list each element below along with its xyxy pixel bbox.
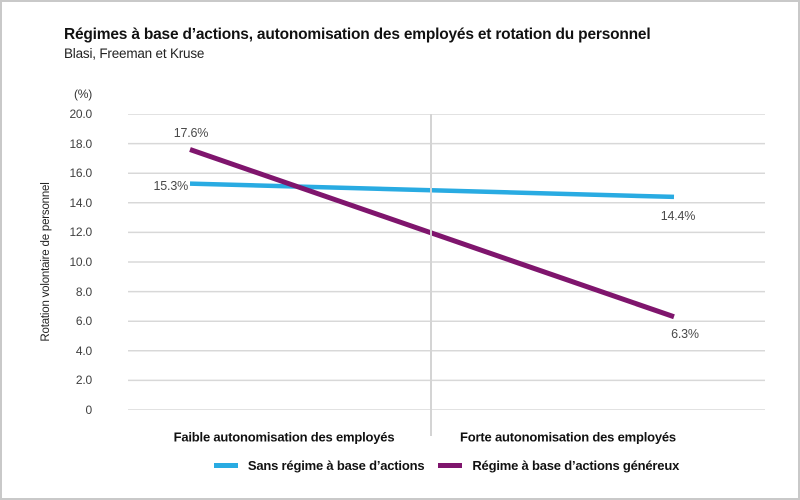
legend-swatch-icon (213, 462, 238, 468)
chart-subtitle: Blasi, Freeman et Kruse (64, 46, 205, 61)
y-tick-label: 0 (85, 403, 93, 417)
plot-area (128, 114, 765, 410)
legend-item: Sans régime à base d’actions (213, 457, 425, 473)
y-tick-label: 18.0 (69, 136, 92, 151)
category-label: Forte autonomisation des employés (460, 429, 676, 445)
y-tick-label: 20.0 (69, 107, 92, 121)
y-tick-label: 10.0 (69, 255, 92, 269)
y-tick-label: 14.0 (69, 195, 92, 210)
category-label: Faible autonomisation des employés (173, 429, 395, 445)
category-divider-line (430, 114, 432, 436)
chart-title: Régimes à base d’actions, autonomisation… (64, 26, 651, 43)
legend-swatch-icon (438, 462, 463, 468)
y-tick-label: 12.0 (69, 225, 92, 240)
y-tick-label: 2.0 (75, 373, 92, 388)
y-tick-label: 8.0 (75, 284, 92, 299)
series-line-0 (189, 181, 675, 200)
point-label: 6.3% (671, 327, 699, 341)
y-tick-label: 6.0 (75, 314, 92, 329)
point-label: 17.6% (173, 126, 209, 140)
legend-label: Régime à base d’actions généreux (472, 457, 680, 473)
chart-legend: Sans régime à base d’actions Régime à bas… (128, 456, 765, 474)
legend-label: Sans régime à base d’actions (247, 457, 425, 473)
y-axis-unit-label: (%) (73, 87, 92, 101)
series-line-1 (189, 147, 675, 320)
point-label: 14.4% (660, 209, 696, 223)
y-tick-label: 16.0 (69, 166, 92, 181)
legend-item: Régime à base d’actions généreux (438, 458, 679, 473)
y-tick-label: 4.0 (75, 343, 92, 358)
point-label: 15.3% (153, 179, 189, 193)
